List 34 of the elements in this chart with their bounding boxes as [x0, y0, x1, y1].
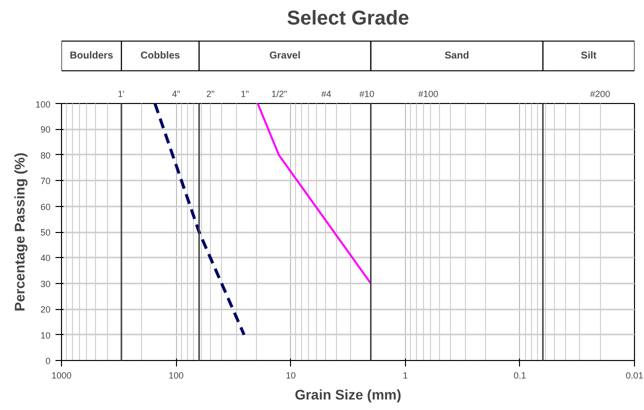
text: #100 [418, 89, 438, 100]
text: 1" [240, 89, 249, 100]
y-tick-label: 70 [40, 176, 51, 186]
text: Silt [580, 50, 598, 62]
y-tick-label: 10 [40, 330, 51, 340]
y-tick-label: 90 [40, 124, 51, 135]
x-axis-title: Grain Size (mm) [294, 386, 402, 402]
x-tick-label: 0.1 [514, 370, 526, 380]
text: #10 [359, 89, 374, 100]
y-tick-label: 40 [40, 253, 51, 264]
text: 4" [172, 89, 180, 100]
y-tick-label: 0 [45, 356, 51, 366]
x-tick-label: 0.01 [626, 370, 644, 380]
text: Sand [444, 50, 470, 62]
y-tick-label: 60 [40, 202, 51, 212]
text: #4 [321, 89, 332, 100]
text: 1/2" [271, 89, 288, 100]
y-axis-title: Percentage Passing (%) [11, 152, 28, 312]
text: Boulders [70, 50, 114, 62]
x-tick-label: 10 [286, 370, 296, 380]
text: 2" [206, 89, 215, 100]
y-tick-label: 30 [40, 278, 51, 289]
chart-title: Select Grade [286, 8, 410, 30]
text: Gravel [269, 50, 301, 62]
y-tick-label: 50 [40, 228, 51, 238]
y-tick-label: 80 [40, 150, 51, 160]
x-tick-label: 1000 [51, 370, 72, 380]
x-tick-label: 100 [168, 370, 184, 380]
y-tick-label: 20 [40, 304, 51, 315]
text: #200 [590, 89, 610, 100]
text: Cobbles [140, 50, 180, 62]
y-tick-label: 100 [35, 100, 51, 110]
x-tick-label: 1 [402, 370, 408, 380]
text: 1' [118, 89, 125, 100]
